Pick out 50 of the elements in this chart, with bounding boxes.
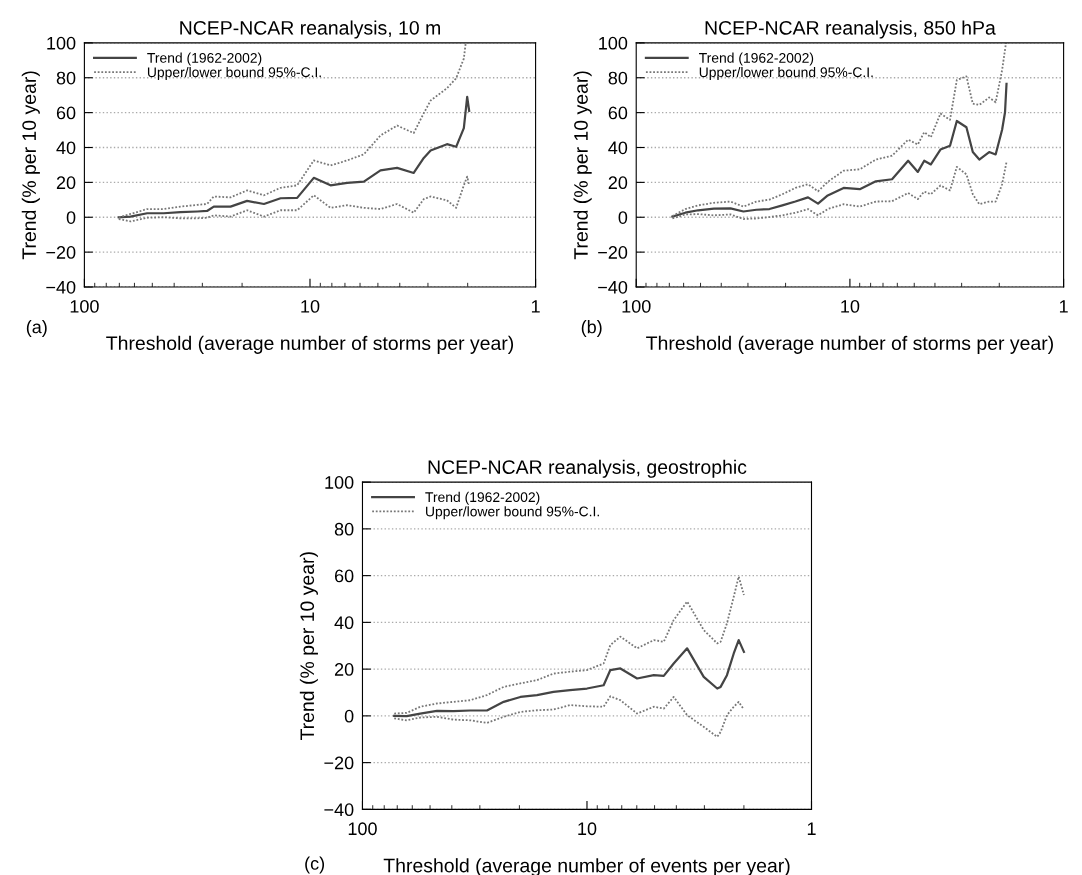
y-axis-title: Trend (% per 10 year)	[299, 552, 318, 741]
x-tick-label: 1	[531, 300, 540, 313]
y-tick-label: −40	[46, 280, 76, 294]
x-tick-label: 100	[348, 822, 377, 836]
x-tick-label: 10	[578, 822, 597, 836]
x-tick-label: 10	[841, 299, 860, 313]
y-tick-label: 80	[56, 71, 76, 85]
x-tick-label: 100	[70, 299, 99, 313]
y-tick-label: 20	[56, 176, 76, 190]
chart-title: NCEP-NCAR reanalysis, 10 m	[180, 20, 440, 39]
x-axis-title: Threshold (average number of storms per year)	[646, 335, 1053, 354]
y-tick-label: 100	[47, 36, 76, 50]
y-tick-label: 40	[608, 141, 628, 155]
y-tick-label: 80	[334, 522, 354, 536]
y-tick-label: 0	[344, 709, 354, 723]
x-tick-label: 100	[622, 299, 651, 313]
legend-label: Trend (1962-2002)	[699, 52, 814, 66]
x-tick-label: 1	[807, 822, 816, 835]
y-tick-label: −20	[324, 756, 354, 770]
legend-label: Upper/lower bound 95%-C.I.	[699, 66, 873, 80]
legend-label: Trend (1962-2002)	[147, 52, 262, 66]
legend-label: Upper/lower bound 95%-C.I.	[147, 66, 321, 80]
y-tick-label: 40	[56, 141, 76, 155]
chart-title: NCEP-NCAR reanalysis, geostrophic	[428, 459, 747, 478]
text: (b)	[581, 320, 602, 337]
y-tick-label: −20	[598, 246, 628, 259]
y-tick-label: 20	[334, 663, 354, 676]
y-tick-label: 80	[608, 71, 628, 85]
y-tick-label: 0	[618, 211, 628, 224]
legend-label: Upper/lower bound 95%-C.I.	[426, 506, 599, 520]
y-tick-label: 0	[66, 211, 76, 224]
y-tick-label: 60	[334, 569, 354, 583]
y-axis-title: Trend (% per 10 year)	[573, 71, 592, 260]
y-tick-label: −20	[46, 246, 76, 259]
y-tick-label: −40	[598, 280, 628, 294]
y-axis-title: Trend (% per 10 year)	[21, 71, 40, 260]
x-axis-title: Threshold (average number of storms per year)	[106, 335, 514, 354]
x-tick-label: 1	[1059, 300, 1068, 313]
legend-label: Trend (1962-2002)	[425, 491, 540, 505]
y-tick-label: 100	[325, 476, 354, 489]
y-tick-label: 60	[56, 106, 76, 120]
y-tick-label: 40	[334, 616, 354, 630]
y-tick-label: 20	[608, 176, 628, 190]
y-tick-label: −40	[324, 803, 354, 817]
x-tick-label: 10	[301, 299, 320, 313]
y-tick-label: 60	[608, 106, 628, 120]
chart-title: NCEP-NCAR reanalysis, 850 hPa	[705, 20, 996, 39]
text: (a)	[26, 320, 47, 337]
y-tick-label: 100	[599, 36, 628, 50]
text: (c)	[305, 856, 325, 874]
